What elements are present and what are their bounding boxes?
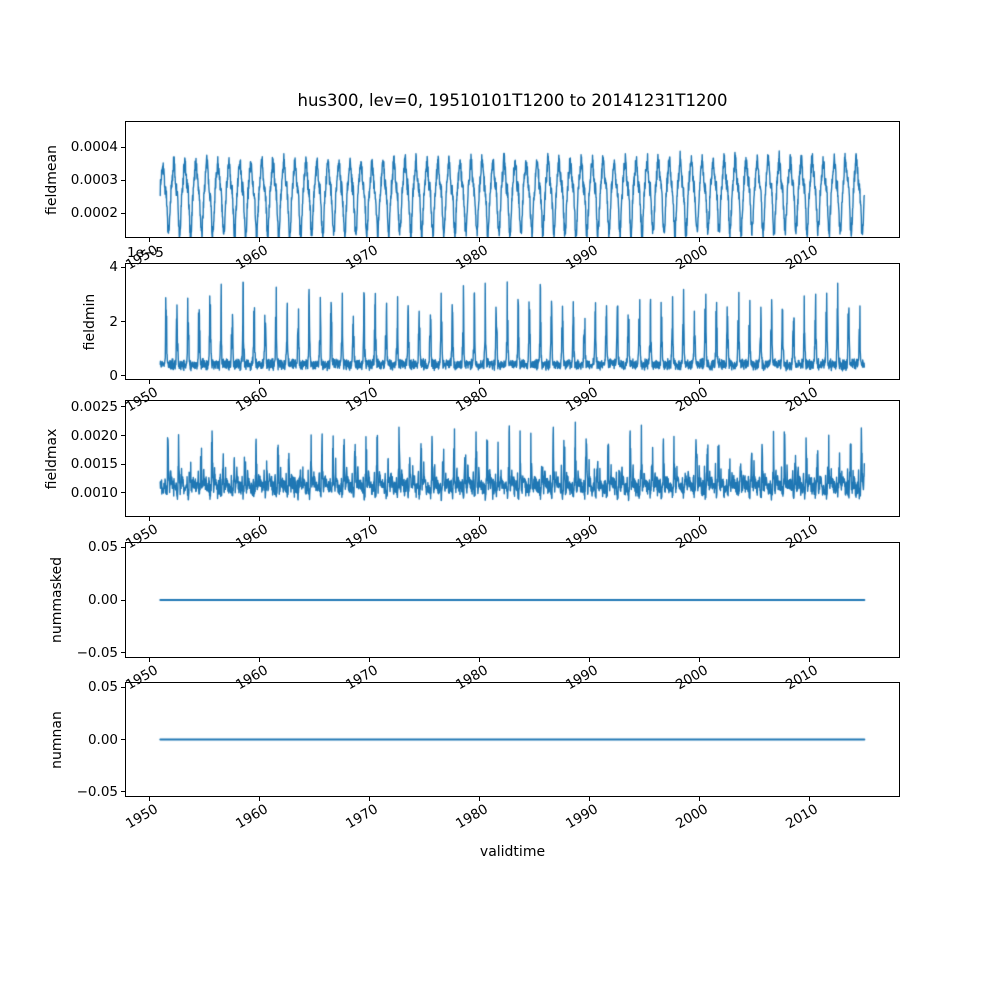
y-tick-mark bbox=[121, 686, 125, 688]
x-tick-mark bbox=[368, 238, 370, 242]
x-tick-mark bbox=[699, 238, 701, 242]
y-tick-label: 0.0015 bbox=[70, 456, 118, 473]
x-tick-mark bbox=[589, 517, 591, 521]
subplot-fieldmin bbox=[125, 263, 900, 380]
x-tick-mark bbox=[809, 380, 811, 384]
subplot-fieldmax bbox=[125, 400, 900, 517]
y-tick-mark bbox=[121, 406, 125, 408]
x-tick-mark bbox=[699, 797, 701, 801]
y-axis-offset-text: 1e−5 bbox=[127, 245, 164, 261]
chart-title: hus300, lev=0, 19510101T1200 to 20141231… bbox=[297, 91, 728, 110]
x-tick-mark bbox=[589, 658, 591, 662]
data-line-canvas bbox=[126, 683, 899, 796]
y-tick-label: 0.0004 bbox=[70, 139, 118, 156]
y-tick-label: −0.05 bbox=[76, 644, 118, 661]
x-tick-mark bbox=[478, 797, 480, 801]
y-tick-label: 0.0003 bbox=[70, 172, 118, 189]
y-tick-label: 4 bbox=[109, 259, 118, 276]
y-tick-mark bbox=[121, 179, 125, 181]
y-tick-mark bbox=[121, 652, 125, 654]
y-tick-label: −0.05 bbox=[76, 783, 118, 800]
y-tick-label: 0.0025 bbox=[70, 398, 118, 415]
y-tick-mark bbox=[121, 266, 125, 268]
x-tick-mark bbox=[368, 380, 370, 384]
x-tick-mark bbox=[589, 797, 591, 801]
y-tick-mark bbox=[121, 546, 125, 548]
x-axis-label: validtime bbox=[479, 844, 546, 860]
y-tick-label: 0.00 bbox=[87, 731, 118, 748]
x-tick-mark bbox=[258, 380, 260, 384]
x-tick-mark bbox=[478, 380, 480, 384]
x-tick-mark bbox=[699, 380, 701, 384]
x-tick-label: 1990 bbox=[563, 801, 602, 833]
y-tick-mark bbox=[121, 212, 125, 214]
x-tick-mark bbox=[258, 517, 260, 521]
x-tick-mark bbox=[699, 517, 701, 521]
y-axis-label-numnan: numnan bbox=[49, 710, 65, 769]
x-tick-mark bbox=[809, 517, 811, 521]
x-tick-mark bbox=[148, 797, 150, 801]
data-line-canvas bbox=[126, 122, 899, 237]
x-tick-mark bbox=[148, 238, 150, 242]
data-line-canvas bbox=[126, 401, 899, 516]
x-tick-mark bbox=[368, 517, 370, 521]
y-tick-mark bbox=[121, 321, 125, 322]
y-axis-label-fieldmin: fieldmin bbox=[82, 293, 98, 350]
y-axis-label-fieldmean: fieldmean bbox=[44, 144, 60, 215]
y-tick-mark bbox=[121, 791, 125, 793]
x-tick-mark bbox=[258, 797, 260, 801]
x-tick-label: 1970 bbox=[343, 801, 381, 833]
subplot-fieldmean bbox=[125, 121, 900, 238]
x-tick-mark bbox=[258, 658, 260, 662]
y-tick-label: 0.05 bbox=[87, 539, 118, 556]
data-line-canvas bbox=[126, 264, 899, 379]
y-tick-label: 0.00 bbox=[87, 592, 118, 608]
x-tick-mark bbox=[148, 517, 150, 521]
subplot-numnan bbox=[125, 682, 900, 797]
x-tick-mark bbox=[478, 658, 480, 662]
x-tick-label: 1980 bbox=[453, 801, 491, 833]
x-tick-mark bbox=[258, 238, 260, 242]
y-tick-mark bbox=[121, 463, 125, 465]
y-tick-mark bbox=[121, 146, 125, 148]
y-tick-label: 2 bbox=[109, 313, 118, 330]
x-tick-mark bbox=[478, 517, 480, 521]
x-tick-mark bbox=[368, 797, 370, 801]
y-tick-mark bbox=[121, 375, 125, 377]
y-tick-mark bbox=[121, 599, 125, 601]
x-tick-label: 2010 bbox=[783, 801, 822, 833]
y-tick-mark bbox=[121, 739, 125, 740]
y-tick-mark bbox=[121, 492, 125, 494]
y-tick-label: 0.05 bbox=[87, 679, 118, 696]
data-line-canvas bbox=[126, 543, 899, 657]
x-tick-mark bbox=[368, 658, 370, 662]
x-tick-label: 2000 bbox=[673, 801, 712, 833]
x-tick-label: 1960 bbox=[233, 801, 271, 833]
x-tick-label: 1950 bbox=[122, 801, 161, 833]
x-tick-mark bbox=[809, 238, 811, 242]
y-tick-label: 0 bbox=[109, 367, 118, 384]
x-tick-mark bbox=[699, 658, 701, 662]
y-tick-label: 0.0010 bbox=[70, 484, 118, 501]
y-tick-label: 0.0020 bbox=[70, 427, 118, 444]
y-tick-label: 0.0002 bbox=[70, 205, 118, 222]
x-tick-mark bbox=[809, 797, 811, 801]
y-tick-mark bbox=[121, 435, 125, 437]
x-tick-mark bbox=[148, 658, 150, 662]
x-tick-mark bbox=[478, 238, 480, 242]
x-tick-mark bbox=[589, 380, 591, 384]
x-tick-mark bbox=[809, 658, 811, 662]
x-tick-mark bbox=[589, 238, 591, 242]
x-tick-mark bbox=[148, 380, 150, 384]
subplot-nummasked bbox=[125, 542, 900, 658]
